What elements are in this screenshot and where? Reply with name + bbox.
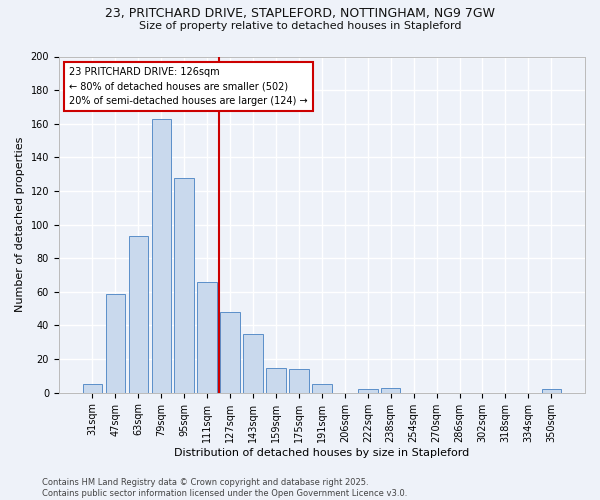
Text: Contains HM Land Registry data © Crown copyright and database right 2025.
Contai: Contains HM Land Registry data © Crown c… bbox=[42, 478, 407, 498]
Bar bbox=[152, 118, 171, 392]
Bar bbox=[175, 178, 194, 392]
Bar bbox=[312, 384, 332, 392]
Bar bbox=[358, 390, 377, 392]
Bar bbox=[542, 390, 561, 392]
Bar bbox=[220, 312, 240, 392]
Text: Size of property relative to detached houses in Stapleford: Size of property relative to detached ho… bbox=[139, 21, 461, 31]
Text: 23 PRITCHARD DRIVE: 126sqm
← 80% of detached houses are smaller (502)
20% of sem: 23 PRITCHARD DRIVE: 126sqm ← 80% of deta… bbox=[70, 66, 308, 106]
Bar bbox=[128, 236, 148, 392]
Bar bbox=[197, 282, 217, 393]
Text: 23, PRITCHARD DRIVE, STAPLEFORD, NOTTINGHAM, NG9 7GW: 23, PRITCHARD DRIVE, STAPLEFORD, NOTTING… bbox=[105, 8, 495, 20]
X-axis label: Distribution of detached houses by size in Stapleford: Distribution of detached houses by size … bbox=[174, 448, 470, 458]
Bar bbox=[289, 369, 308, 392]
Bar bbox=[244, 334, 263, 392]
Bar bbox=[83, 384, 102, 392]
Bar bbox=[106, 294, 125, 392]
Y-axis label: Number of detached properties: Number of detached properties bbox=[15, 137, 25, 312]
Bar bbox=[381, 388, 400, 392]
Bar bbox=[266, 368, 286, 392]
